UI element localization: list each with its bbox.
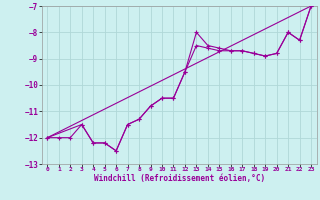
X-axis label: Windchill (Refroidissement éolien,°C): Windchill (Refroidissement éolien,°C): [94, 174, 265, 183]
